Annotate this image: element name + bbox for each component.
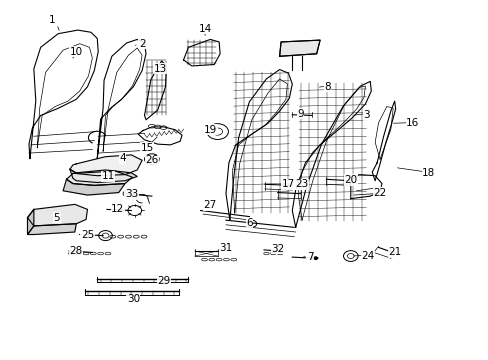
Text: 2: 2	[139, 39, 145, 49]
Text: 1: 1	[48, 15, 55, 26]
Polygon shape	[70, 155, 142, 176]
Text: 6: 6	[245, 218, 252, 228]
Text: 19: 19	[203, 125, 217, 135]
Text: 17: 17	[281, 179, 294, 189]
Text: 8: 8	[324, 82, 330, 92]
Text: 13: 13	[154, 64, 167, 74]
Text: 23: 23	[295, 179, 308, 189]
Text: 24: 24	[361, 251, 374, 261]
Text: 33: 33	[124, 189, 138, 199]
Polygon shape	[27, 224, 76, 234]
Text: 12: 12	[111, 204, 124, 215]
Text: 27: 27	[203, 200, 217, 210]
Text: 28: 28	[69, 246, 83, 256]
Text: 20: 20	[344, 175, 357, 185]
Text: 3: 3	[363, 111, 369, 121]
Text: 21: 21	[387, 247, 401, 257]
Text: 4: 4	[119, 153, 125, 163]
Polygon shape	[27, 204, 87, 226]
Text: 30: 30	[126, 294, 140, 304]
Polygon shape	[279, 40, 320, 56]
FancyArrow shape	[311, 257, 318, 260]
Text: 5: 5	[53, 213, 60, 222]
Text: 15: 15	[140, 143, 153, 153]
Text: 22: 22	[373, 188, 386, 198]
Text: 7: 7	[306, 252, 313, 262]
Text: 29: 29	[157, 276, 170, 286]
Text: 16: 16	[405, 118, 419, 128]
Polygon shape	[63, 179, 125, 195]
Text: 18: 18	[421, 168, 434, 178]
Polygon shape	[27, 210, 34, 234]
Text: 14: 14	[199, 24, 212, 34]
Text: 10: 10	[70, 46, 82, 57]
Text: 32: 32	[270, 244, 284, 254]
Text: 31: 31	[219, 243, 232, 253]
Text: 26: 26	[145, 155, 158, 165]
Text: 25: 25	[81, 230, 94, 239]
Text: 9: 9	[297, 109, 303, 119]
Text: 11: 11	[101, 171, 114, 181]
Polygon shape	[66, 171, 132, 185]
Polygon shape	[70, 169, 137, 183]
